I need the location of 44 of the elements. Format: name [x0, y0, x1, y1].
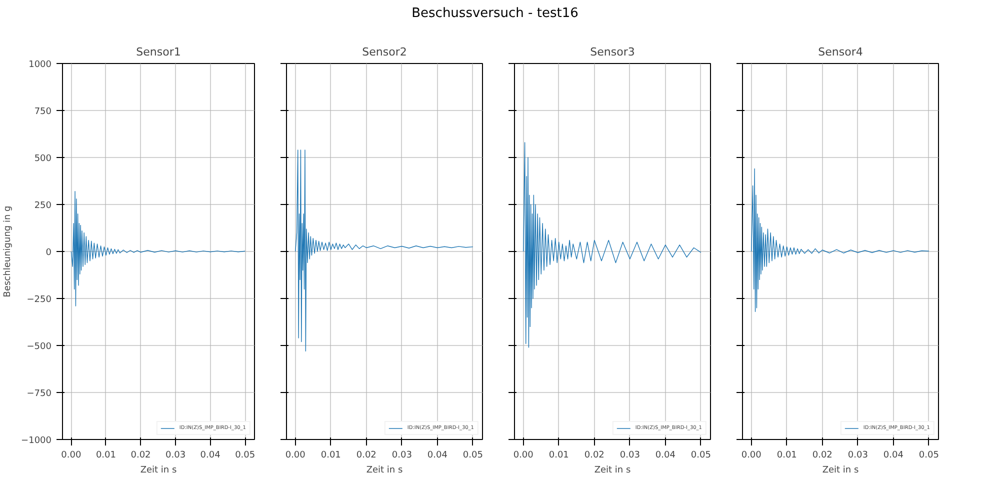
- x-tick-label: 0.04: [655, 450, 676, 460]
- x-axis-title: Zeit in s: [594, 466, 631, 476]
- y-tick-label: 500: [34, 154, 52, 164]
- x-tick-label: 0.04: [883, 450, 904, 460]
- x-tick-label: 0.03: [166, 450, 186, 460]
- x-tick-label: 0.05: [918, 450, 939, 460]
- x-tick-label: 0.01: [548, 450, 569, 460]
- y-tick-label: −250: [26, 295, 52, 305]
- x-tick-label: 0.00: [513, 450, 534, 460]
- x-tick-label: 0.01: [776, 450, 797, 460]
- x-tick-label: 0.01: [96, 450, 116, 460]
- x-tick-label: 0.05: [690, 450, 711, 460]
- y-tick-label: 250: [34, 201, 52, 211]
- x-tick-label: 0.02: [812, 450, 832, 460]
- chart-title: Sensor1: [136, 46, 181, 58]
- y-tick-label: 1000: [28, 60, 52, 70]
- x-tick-label: 0.00: [285, 450, 306, 460]
- x-axis-title: Zeit in s: [366, 466, 403, 476]
- y-tick-label: −750: [26, 389, 52, 399]
- line-series: [70, 190, 246, 306]
- x-tick-label: 0.01: [320, 450, 341, 460]
- text: Beschussversuch - test16: [412, 5, 578, 23]
- x-axis-title: Zeit in s: [822, 466, 859, 476]
- y-axis-title: Beschleunigung in g: [3, 206, 14, 298]
- x-tick-label: 0.00: [61, 450, 82, 460]
- x-tick-label: 0.05: [235, 450, 256, 460]
- x-tick-label: 0.04: [427, 450, 448, 460]
- chart-title: Sensor2: [362, 46, 407, 58]
- x-tick-label: 0.03: [620, 450, 640, 460]
- x-tick-label: 0.03: [392, 450, 412, 460]
- y-tick-label: 0: [46, 248, 52, 258]
- x-tick-label: 0.03: [848, 450, 868, 460]
- x-tick-label: 0.02: [356, 450, 376, 460]
- x-tick-label: 0.04: [200, 450, 221, 460]
- y-tick-label: −1000: [21, 436, 52, 446]
- x-tick-label: 0.00: [741, 450, 762, 460]
- x-axis-title: Zeit in s: [140, 466, 177, 476]
- x-tick-label: 0.05: [462, 450, 483, 460]
- chart-title: Sensor3: [590, 46, 635, 58]
- x-tick-label: 0.02: [130, 450, 151, 460]
- chart-title: Sensor4: [818, 46, 863, 58]
- y-tick-label: 750: [34, 107, 52, 117]
- y-tick-label: −500: [26, 342, 52, 352]
- x-tick-label: 0.02: [584, 450, 604, 460]
